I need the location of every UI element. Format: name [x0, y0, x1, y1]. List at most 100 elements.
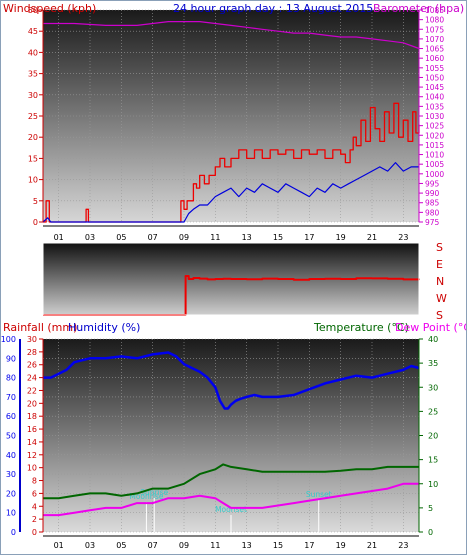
- rain-tick-label-22: 22: [27, 386, 37, 395]
- rain-tick-label-0: 0: [32, 528, 37, 537]
- wind-baro-plot-area: [43, 10, 419, 222]
- humidity-tick-label-40: 40: [6, 451, 16, 460]
- rain-tick-label-30: 30: [27, 335, 37, 344]
- grid-lines: [43, 9, 419, 533]
- baro-tick-label-990: 990: [425, 189, 440, 198]
- wind-tick-label-25: 25: [28, 112, 38, 121]
- baro-tick-label-980: 980: [425, 208, 440, 217]
- annotation-label-moonset: Moonset: [215, 505, 247, 514]
- wind-x-tick-label-03: 03: [85, 233, 95, 242]
- humidity-tick-label-100: 100: [1, 335, 16, 344]
- wind-x-tick-label-09: 09: [179, 233, 189, 242]
- chart-title: 24 hour graph day : 13 August 2015: [173, 2, 373, 15]
- baro-tick-label-1015: 1015: [425, 141, 444, 150]
- baro-tick-label-1055: 1055: [425, 64, 444, 73]
- temperature-line: [43, 463, 419, 500]
- rainfall-axis-title: Rainfall (mm): [3, 321, 77, 334]
- wind-tick-label-45: 45: [28, 27, 38, 36]
- baro-tick-label-1080: 1080: [425, 16, 444, 25]
- temp-x-tick-label-07: 07: [148, 541, 158, 550]
- temperature-tick-label-40: 40: [428, 335, 438, 344]
- rain-tick-label-18: 18: [27, 412, 37, 421]
- baro-tick-label-1025: 1025: [425, 122, 444, 131]
- rain-tick-label-8: 8: [32, 477, 37, 486]
- humidity-tick-label-30: 30: [6, 470, 16, 479]
- baro-tick-label-1070: 1070: [425, 35, 444, 44]
- humidity-line: [43, 351, 420, 410]
- wind-average-line: [42, 162, 419, 223]
- temp-x-tick-label-15: 15: [273, 541, 283, 550]
- humidity-tick-label-50: 50: [6, 432, 16, 441]
- temp-x-tick-label-09: 09: [179, 541, 189, 550]
- wind-tick-label-5: 5: [33, 197, 38, 206]
- baro-tick-label-1085: 1085: [425, 6, 444, 15]
- rain-tick-label-16: 16: [27, 425, 37, 434]
- dewpoint-line: [43, 482, 419, 517]
- temperature-tick-label-10: 10: [428, 480, 438, 489]
- humidity-tick-label-80: 80: [6, 374, 16, 383]
- baro-tick-label-1030: 1030: [425, 112, 444, 121]
- wind-gust-line: [43, 102, 420, 223]
- temp-x-tick-label-13: 13: [242, 541, 252, 550]
- baro-tick-label-1005: 1005: [425, 160, 444, 169]
- temp-x-tick-label-21: 21: [367, 541, 377, 550]
- wind-tick-label-30: 30: [28, 91, 38, 100]
- wind-direction-line: [43, 275, 420, 316]
- barometer-line: [43, 21, 420, 50]
- baro-tick-label-975: 975: [425, 218, 440, 227]
- baro-tick-label-985: 985: [425, 199, 440, 208]
- rain-tick-label-12: 12: [27, 451, 37, 460]
- baro-tick-label-1020: 1020: [425, 131, 444, 140]
- wind-tick-label-50: 50: [28, 6, 38, 15]
- rain-tick-label-2: 2: [32, 515, 37, 524]
- barometer-axis-title: Barometer (hpa): [373, 2, 464, 15]
- temperature-tick-label-15: 15: [428, 456, 438, 465]
- temperature-tick-label-20: 20: [428, 432, 438, 441]
- wind-tick-label-20: 20: [28, 133, 38, 142]
- direction-label-s-bottom: S: [436, 309, 443, 322]
- baro-tick-label-1065: 1065: [425, 45, 444, 54]
- wind-x-tick-label-15: 15: [273, 233, 283, 242]
- rain-tick-label-6: 6: [32, 489, 37, 498]
- baro-tick-label-1000: 1000: [425, 170, 444, 179]
- wind-tick-label-15: 15: [28, 154, 38, 163]
- baro-tick-label-995: 995: [425, 179, 440, 188]
- annotation-label-sunset: Sunset: [306, 490, 332, 499]
- humidity-tick-label-10: 10: [6, 509, 16, 518]
- rain-tick-label-26: 26: [27, 361, 37, 370]
- rain-tick-label-4: 4: [32, 502, 37, 511]
- temperature-tick-label-25: 25: [428, 407, 438, 416]
- humidity-tick-label-20: 20: [6, 489, 16, 498]
- rain-tick-label-28: 28: [27, 348, 37, 357]
- rain-tick-label-20: 20: [27, 399, 37, 408]
- rain-tick-label-14: 14: [27, 438, 37, 447]
- wind-tick-label-0: 0: [33, 218, 38, 227]
- baro-tick-label-1040: 1040: [425, 93, 444, 102]
- dewpoint-axis-title: Dew Point (°C): [395, 321, 466, 334]
- wind-x-tick-label-19: 19: [336, 233, 346, 242]
- wind-x-tick-label-05: 05: [116, 233, 126, 242]
- temperature-tick-label-30: 30: [428, 383, 438, 392]
- rain-tick-label-10: 10: [27, 464, 37, 473]
- direction-label-e: E: [436, 258, 443, 271]
- direction-panel-border: [42, 242, 420, 316]
- wind-x-tick-label-01: 01: [54, 233, 64, 242]
- temperature-tick-label-35: 35: [428, 359, 438, 368]
- temp-x-tick-label-23: 23: [398, 541, 408, 550]
- wind-x-tick-label-11: 11: [210, 233, 220, 242]
- wind-x-tick-label-17: 17: [304, 233, 314, 242]
- temp-x-tick-label-19: 19: [336, 541, 346, 550]
- humidity-tick-label-70: 70: [6, 393, 16, 402]
- direction-label-n: N: [436, 275, 444, 288]
- wind-tick-label-35: 35: [28, 70, 38, 79]
- baro-tick-label-1045: 1045: [425, 83, 444, 92]
- temp-x-tick-label-01: 01: [54, 541, 64, 550]
- temp-x-tick-label-05: 05: [116, 541, 126, 550]
- temp-x-tick-label-17: 17: [304, 541, 314, 550]
- baro-tick-label-1075: 1075: [425, 25, 444, 34]
- temperature-tick-label-0: 0: [428, 528, 433, 537]
